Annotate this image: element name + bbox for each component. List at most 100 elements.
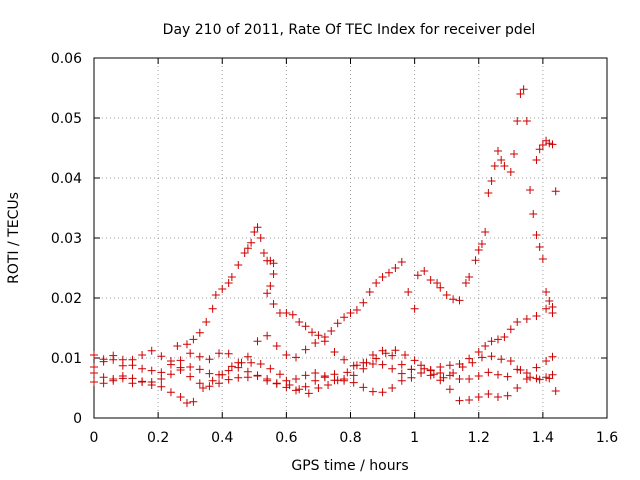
data-point — [237, 358, 246, 367]
data-point — [404, 288, 413, 296]
data-point — [542, 357, 551, 365]
data-point — [90, 378, 98, 386]
data-point — [461, 279, 470, 287]
data-point — [493, 335, 502, 344]
data-point — [234, 363, 243, 372]
data-point — [291, 375, 300, 383]
data-point — [449, 369, 458, 377]
data-point — [314, 331, 323, 340]
data-point — [384, 268, 393, 277]
data-point — [227, 362, 236, 371]
data-point — [474, 372, 483, 380]
data-point — [176, 393, 185, 401]
data-point — [176, 363, 185, 372]
data-point — [205, 355, 214, 364]
data-point — [189, 397, 198, 406]
x-tick-label: 0.8 — [339, 430, 361, 446]
data-point — [368, 387, 377, 396]
data-point — [90, 351, 98, 359]
data-point — [532, 312, 541, 320]
data-point — [311, 339, 320, 347]
data-point — [506, 168, 515, 176]
data-point — [551, 187, 560, 196]
data-point — [359, 364, 368, 373]
data-point — [340, 355, 349, 364]
data-point — [208, 304, 217, 313]
data-point — [455, 396, 464, 405]
data-point — [275, 370, 284, 379]
data-point — [503, 391, 512, 400]
data-point — [99, 357, 108, 366]
data-point — [247, 238, 256, 247]
data-point — [465, 375, 474, 383]
data-point — [109, 355, 118, 364]
data-point — [243, 373, 252, 382]
data-point — [548, 352, 557, 361]
data-point — [513, 117, 522, 125]
data-point — [391, 264, 400, 272]
data-point — [301, 371, 310, 380]
data-point — [224, 375, 233, 384]
y-tick-label: 0 — [73, 411, 82, 427]
data-point — [282, 351, 291, 359]
data-point — [269, 300, 278, 308]
data-point — [288, 310, 297, 319]
data-point — [522, 375, 531, 383]
data-point — [519, 85, 528, 94]
data-point — [407, 365, 416, 374]
data-point — [532, 231, 541, 239]
data-point — [99, 379, 108, 388]
x-tick-label: 0 — [90, 430, 99, 446]
data-point — [118, 372, 127, 380]
data-point — [545, 374, 554, 383]
data-point — [487, 177, 496, 185]
data-point — [349, 378, 358, 387]
chart-grid — [94, 58, 607, 418]
data-point — [465, 354, 474, 363]
data-point — [516, 90, 525, 98]
data-point — [391, 346, 400, 355]
data-point — [500, 162, 509, 170]
data-point — [208, 376, 217, 385]
data-point — [359, 298, 368, 307]
data-point — [349, 361, 358, 370]
y-tick-label: 0.02 — [51, 291, 82, 307]
data-point — [266, 364, 275, 373]
x-tick-label: 1.6 — [596, 430, 618, 446]
data-point — [397, 258, 406, 266]
data-point — [522, 117, 531, 125]
data-point — [439, 373, 448, 382]
data-point — [253, 223, 262, 232]
data-point — [340, 375, 349, 383]
data-point — [465, 396, 474, 404]
data-point — [166, 388, 175, 397]
data-point — [465, 273, 474, 281]
y-tick-label: 0.06 — [51, 51, 82, 67]
data-point — [362, 358, 371, 367]
data-point — [224, 366, 233, 375]
data-point — [493, 370, 502, 379]
data-point — [182, 399, 191, 407]
data-point — [90, 363, 98, 371]
data-point — [493, 147, 502, 155]
data-point — [291, 386, 300, 395]
data-point — [202, 318, 211, 326]
data-point — [484, 189, 493, 197]
data-point — [333, 319, 342, 328]
data-point — [138, 364, 147, 373]
data-point — [259, 249, 268, 257]
data-point — [349, 371, 358, 380]
data-point — [199, 384, 208, 392]
chart-title: Day 210 of 2011, Rate Of TEC Index for r… — [163, 22, 536, 38]
data-point — [352, 361, 361, 370]
data-point — [272, 342, 281, 350]
data-point — [506, 357, 515, 365]
data-point — [417, 369, 426, 377]
x-axis-ticks: 0 0.2 0.4 0.6 0.8 1 1.2 1.4 1.6 — [90, 58, 618, 446]
data-point — [311, 369, 320, 377]
data-point — [532, 363, 541, 372]
data-point — [186, 349, 195, 358]
y-axis-ticks: 0 0.01 0.02 0.03 0.04 0.05 0.06 — [51, 51, 607, 427]
data-point — [468, 358, 477, 367]
data-point — [343, 368, 352, 377]
